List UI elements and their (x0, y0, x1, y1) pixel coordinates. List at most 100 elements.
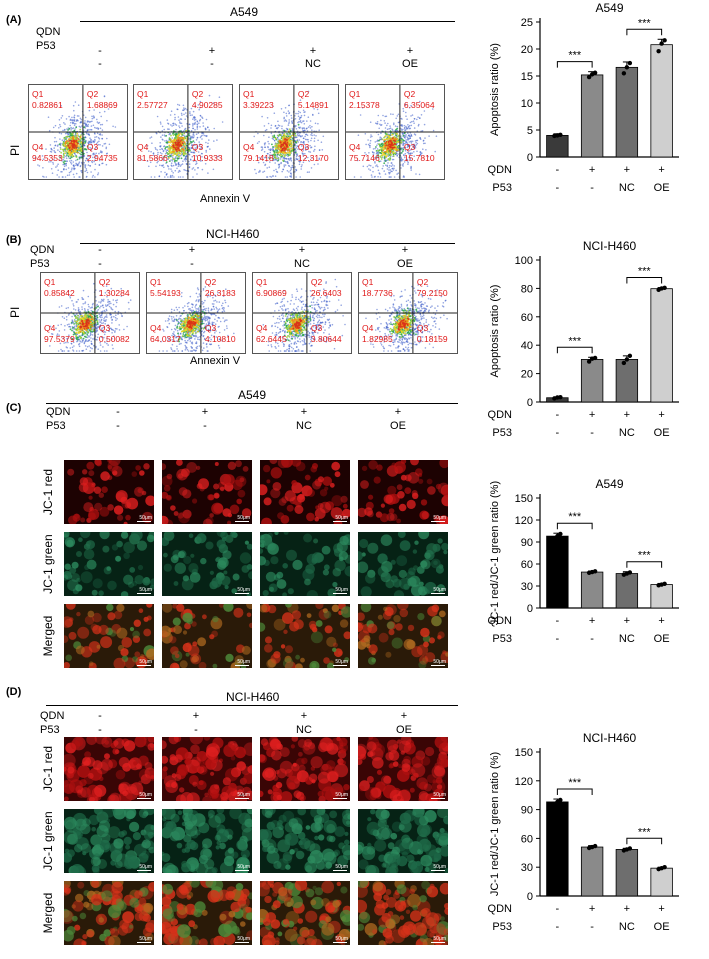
scale-bar (431, 870, 445, 871)
x-p53-value: NC (619, 427, 635, 439)
quadrant-name: Q4 (349, 142, 360, 152)
scale-label: 50μm (335, 587, 348, 593)
quadrant-value: 2.15378 (349, 100, 380, 110)
x-p53-value: - (556, 921, 560, 933)
quadrant-name: Q3 (87, 142, 98, 152)
y-tick-label: 90 (521, 805, 533, 817)
panel-label-d: (D) (6, 686, 21, 698)
bar (581, 847, 603, 896)
bar (547, 135, 569, 157)
x-row-label-qdn: QDN (488, 903, 513, 915)
chart-ylabel: Apoptosis ratio (%) (489, 285, 501, 378)
bar (651, 289, 673, 402)
quadrant-value: 1.68869 (87, 100, 118, 110)
panel-b-p53-label: P53 (30, 258, 50, 270)
qdn-sign: + (290, 244, 314, 256)
scale-bar (137, 798, 151, 799)
quadrant-value: 75.7146 (349, 153, 380, 163)
y-tick-label: 30 (521, 581, 533, 593)
significance-label: *** (638, 550, 652, 562)
scale-label: 50μm (139, 515, 152, 521)
y-tick-label: 20 (521, 369, 533, 381)
x-p53-value: - (590, 633, 594, 645)
qdn-sign: - (106, 406, 130, 418)
scale-bar (235, 798, 249, 799)
panel-c-rule (46, 403, 458, 404)
significance-bracket (557, 347, 592, 353)
data-point (628, 354, 632, 358)
quadrant-value: 0.50082 (99, 334, 130, 344)
panel-c-p53-label: P53 (46, 420, 66, 432)
quadrant-name: Q4 (256, 323, 267, 333)
y-tick-label: 120 (515, 776, 533, 788)
panel-b-qdn-label: QDN (30, 244, 54, 256)
scale-label: 50μm (335, 936, 348, 942)
scale-bar (137, 870, 151, 871)
significance-bracket (627, 838, 662, 844)
chart-ylabel: JC-1 red/JC-1 green ratio (%) (489, 481, 501, 625)
quadrant-name: Q2 (192, 89, 203, 99)
data-point (558, 133, 562, 137)
quadrant-name: Q1 (243, 89, 254, 99)
bar (616, 849, 638, 896)
p53-sign: - (88, 58, 112, 70)
scale-bar (333, 870, 347, 871)
quadrant-value: 94.5353 (32, 153, 63, 163)
x-p53-value: NC (619, 633, 635, 645)
x-p53-value: OE (654, 182, 670, 194)
quadrant-value: 3.80644 (311, 334, 342, 344)
bar (581, 359, 603, 402)
y-tick-label: 25 (521, 17, 533, 29)
bar (581, 572, 603, 608)
y-tick-label: 150 (515, 747, 533, 759)
p53-sign: OE (398, 58, 422, 70)
significance-bracket (557, 523, 592, 529)
panel-label-b: (B) (6, 234, 21, 246)
data-point (628, 846, 632, 850)
scale-label: 50μm (237, 515, 250, 521)
x-qdn-value: + (589, 903, 595, 915)
quadrant-name: Q3 (404, 142, 415, 152)
quadrant-value: 97.5379 (44, 334, 75, 344)
quadrant-name: Q2 (298, 89, 309, 99)
p53-sign: - (200, 58, 224, 70)
x-qdn-value: + (589, 164, 595, 176)
quadrant-value: 5.54193 (150, 288, 181, 298)
quadrant-name: Q1 (256, 277, 267, 287)
qdn-sign: + (193, 406, 217, 418)
jc1-green-image: 50μm (358, 809, 448, 873)
data-point (622, 361, 626, 365)
chart-title: NCI-H460 (583, 731, 637, 745)
chart-title: A549 (595, 477, 623, 491)
quadrant-value: 0.82861 (32, 100, 63, 110)
micro-row-label: Merged (41, 881, 55, 945)
scale-label: 50μm (433, 936, 446, 942)
scale-bar (137, 521, 151, 522)
data-point (659, 41, 663, 45)
qdn-sign: + (301, 45, 325, 57)
x-p53-value: NC (619, 182, 635, 194)
bar (547, 536, 569, 608)
x-qdn-value: + (658, 615, 664, 627)
jc1-red-image: 50μm (162, 460, 252, 524)
bar (616, 574, 638, 608)
p53-sign: - (184, 724, 208, 736)
quadrant-name: Q2 (404, 89, 415, 99)
qdn-sign: + (180, 244, 204, 256)
bar (651, 585, 673, 608)
panel-a-p53-label: P53 (36, 40, 56, 52)
qdn-sign: + (392, 710, 416, 722)
scale-label: 50μm (433, 864, 446, 870)
merged-image: 50μm (260, 604, 350, 668)
x-qdn-value: - (556, 903, 560, 915)
merged-image: 50μm (64, 881, 154, 945)
x-row-label-p53: P53 (492, 427, 512, 439)
scale-label: 50μm (237, 659, 250, 665)
panel-a-y-axis-label: PI (8, 134, 22, 156)
scale-bar (235, 521, 249, 522)
chart-ylabel: JC-1 red/JC-1 green ratio (%) (489, 752, 501, 896)
y-tick-label: 0 (527, 891, 533, 903)
